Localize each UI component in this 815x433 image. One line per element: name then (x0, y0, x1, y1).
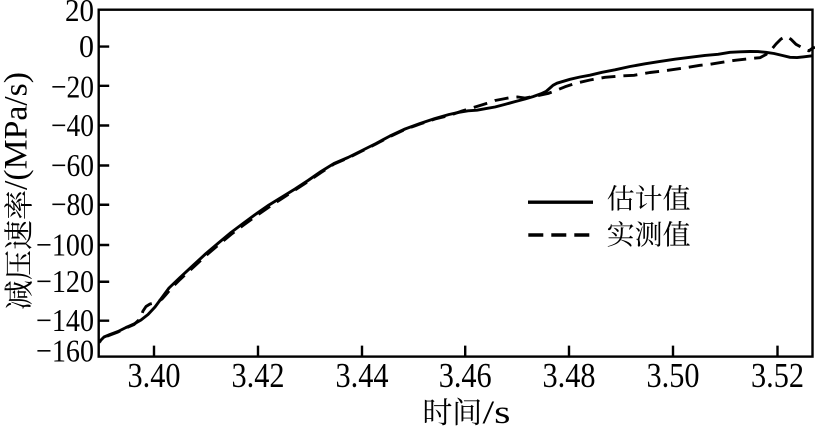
svg-text:0: 0 (79, 28, 94, 64)
svg-text:−120: −120 (36, 263, 94, 299)
svg-text:3.44: 3.44 (336, 356, 389, 395)
svg-text:−20: −20 (51, 68, 94, 104)
svg-text:−80: −80 (51, 186, 94, 222)
svg-text:−140: −140 (36, 302, 94, 338)
svg-text:3.52: 3.52 (751, 356, 804, 395)
svg-text:3.40: 3.40 (128, 356, 181, 395)
svg-text:−60: −60 (51, 147, 94, 183)
svg-text:−160: −160 (36, 332, 94, 368)
svg-text:3.42: 3.42 (232, 356, 285, 395)
svg-text:3.46: 3.46 (439, 356, 492, 395)
svg-text:/s: /s (483, 395, 511, 428)
svg-text:−40: −40 (51, 107, 94, 143)
svg-text:20: 20 (65, 0, 94, 28)
svg-text:/(MPa/s): /(MPa/s) (0, 72, 35, 190)
svg-text:3.50: 3.50 (647, 356, 700, 395)
svg-text:3.48: 3.48 (543, 356, 596, 395)
svg-text:−100: −100 (36, 226, 94, 262)
